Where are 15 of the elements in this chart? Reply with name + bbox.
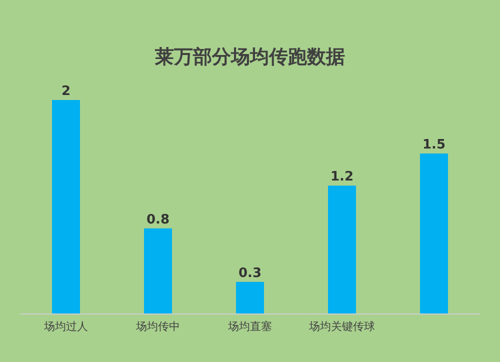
bar [236, 282, 264, 314]
x-tick-label: 场均传中 [135, 320, 180, 333]
bar [328, 186, 356, 314]
bar [420, 154, 448, 314]
x-tick-label: 场均关键传球 [308, 320, 375, 333]
x-tick-label: 场均直塞 [227, 320, 272, 333]
data-label: 0.8 [146, 212, 170, 228]
chart-title: 莱万部分场均传跑数据 [154, 45, 346, 70]
data-label: 2 [61, 84, 71, 99]
bar [144, 228, 172, 314]
data-label: 0.3 [238, 266, 262, 281]
data-label: 1.2 [330, 170, 354, 185]
bar [52, 100, 80, 314]
x-tick-label: 场均过人 [43, 320, 88, 333]
data-label: 1.5 [422, 138, 446, 152]
